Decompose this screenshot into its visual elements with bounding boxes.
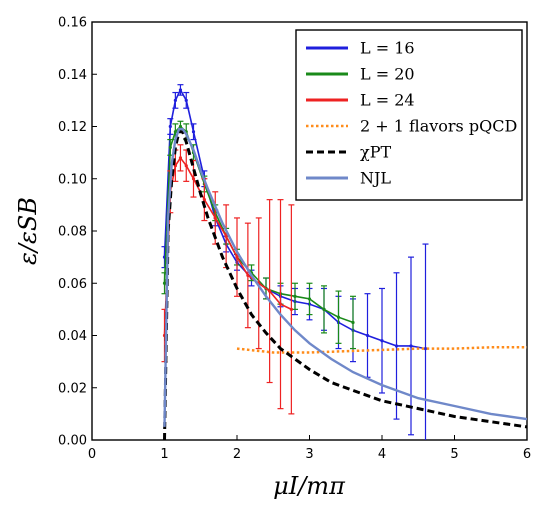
series-l-24-point [224,234,228,238]
series-l-24-point [278,302,283,306]
legend-label: 2 + 1 flavors pQCD [360,117,517,136]
series-l-24-point [213,216,217,220]
series-l-20-point [322,307,326,311]
series-l-16-point [394,344,399,348]
x-axis-label: μI/mπ [273,472,346,500]
series-l-20-point [168,145,172,149]
series-l-24-point [178,156,183,160]
y-tick-label: 0.06 [58,277,87,292]
series-njl [163,127,527,427]
series-l-16-point [423,346,428,351]
legend-label: χPT [360,143,391,162]
series-l-16-point [168,124,172,129]
series-l-16-point [191,130,196,134]
y-axis-label: ε/εSB [14,197,42,265]
legend-label: L = 16 [360,39,415,58]
series-l-16-point [409,344,413,348]
series-l-24-point [246,273,250,278]
series-l-24-point [289,307,293,311]
series-l-20-point [293,294,297,298]
series-l-20-point [173,130,177,134]
legend-label: L = 20 [360,65,415,84]
x-tick-label: 4 [378,447,386,462]
legend-box [295,29,523,201]
series-l-20-point [178,124,183,129]
x-tick-label: 6 [523,447,531,462]
series-l-16-point [178,88,183,92]
y-tick-label: 0.00 [58,434,87,449]
series-l-24 [161,144,295,415]
series-l-20-point [307,297,312,301]
series-l-24-point [268,289,272,293]
x-tick-label: 3 [305,447,313,462]
x-tick-label: 1 [160,447,168,462]
y-tick-label: 0.02 [58,381,87,396]
y-tick-label: 0.04 [58,329,87,344]
series-pt-line [163,130,527,440]
series-l-24-point [191,177,196,181]
series-l-24-point [184,164,188,168]
series-njl-line [163,127,527,427]
series-l-20-point [351,320,355,325]
series-l-24-point [235,255,239,259]
series-l-16-point [365,333,370,338]
y-tick-label: 0.10 [58,172,87,187]
x-tick-label: 5 [450,447,458,462]
y-tick-label: 0.08 [58,225,87,240]
legend-label: L = 24 [360,91,415,110]
series-l-16-point [380,339,384,343]
x-tick-label: 0 [88,447,96,462]
series-2-1-flavors-pqcd [236,346,527,354]
series-l-24-point [202,198,206,202]
y-tick-label: 0.16 [58,16,87,31]
series-l-16-point [173,98,177,102]
series-l-20-point [162,281,167,285]
series-l-16-point [184,98,188,102]
series-l-20-point [336,315,341,319]
y-tick-label: 0.12 [58,120,87,135]
series-2-1-flavors-pqcd-line [236,346,527,354]
legend-label: NJL [360,169,391,188]
series-pt [163,130,527,440]
x-tick-label: 2 [233,447,241,462]
y-tick-label: 0.14 [58,68,87,83]
